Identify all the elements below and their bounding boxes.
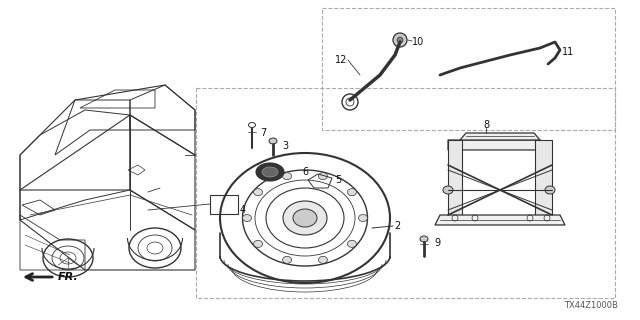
Ellipse shape (262, 167, 278, 177)
Ellipse shape (283, 201, 327, 235)
Bar (322, 8, 615, 130)
Text: 2: 2 (394, 221, 400, 231)
Ellipse shape (443, 186, 453, 194)
Ellipse shape (253, 188, 262, 196)
Ellipse shape (243, 214, 252, 221)
Polygon shape (535, 140, 552, 215)
Polygon shape (448, 140, 552, 150)
Ellipse shape (545, 186, 555, 194)
Polygon shape (460, 133, 540, 140)
Ellipse shape (293, 209, 317, 227)
Text: 9: 9 (434, 238, 440, 248)
Ellipse shape (358, 214, 367, 221)
Circle shape (393, 33, 407, 47)
Ellipse shape (253, 240, 262, 247)
Ellipse shape (348, 188, 356, 196)
Ellipse shape (283, 256, 292, 263)
Text: 12: 12 (335, 55, 348, 65)
Text: 8: 8 (483, 120, 489, 130)
Ellipse shape (420, 236, 428, 242)
Text: FR.: FR. (58, 272, 79, 282)
Ellipse shape (319, 256, 328, 263)
Text: TX44Z1000B: TX44Z1000B (564, 301, 618, 310)
Ellipse shape (269, 138, 277, 144)
Polygon shape (448, 140, 462, 215)
Polygon shape (435, 215, 565, 225)
Text: 5: 5 (335, 175, 341, 185)
Bar (196, 88, 615, 298)
Text: 10: 10 (412, 37, 424, 47)
Text: 6: 6 (302, 167, 308, 177)
Text: 7: 7 (260, 128, 266, 138)
Text: 11: 11 (562, 47, 574, 57)
Text: 3: 3 (282, 141, 288, 151)
Ellipse shape (319, 173, 328, 180)
Circle shape (397, 37, 403, 43)
Ellipse shape (283, 173, 292, 180)
Text: 4: 4 (240, 205, 246, 215)
Ellipse shape (348, 240, 356, 247)
Ellipse shape (256, 163, 284, 181)
